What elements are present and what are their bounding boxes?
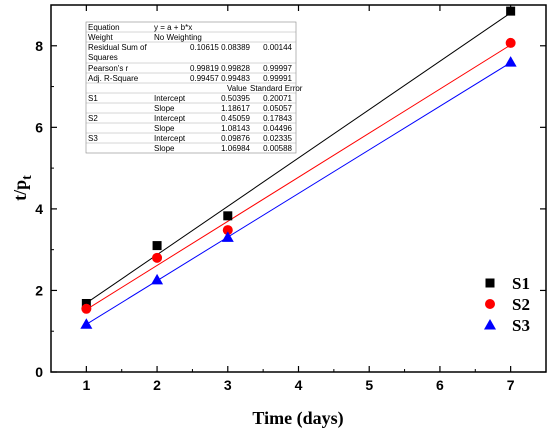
y-tick-label: 0 — [35, 364, 43, 380]
fit-line-S2 — [86, 44, 511, 310]
point-S2 — [81, 303, 92, 314]
point-S1 — [152, 241, 162, 251]
point-S2 — [222, 225, 233, 236]
stats-cell: 0.50395 — [221, 94, 250, 103]
point-S3 — [80, 318, 93, 329]
stats-cell: 1.06984 — [221, 144, 250, 153]
y-axis-title: t/pt — [10, 175, 35, 201]
x-tick-label: 6 — [436, 377, 444, 393]
stats-table: Equation y = a + b*x Weight No Weighting Res… — [85, 21, 303, 154]
point-S1 — [506, 6, 516, 16]
stats-cell: Intercept — [154, 134, 186, 143]
y-tick-label: 8 — [35, 38, 43, 54]
stats-cell: 0.45059 — [221, 114, 250, 123]
x-tick-label: 5 — [365, 377, 373, 393]
legend: S1 S2 S3 — [484, 274, 530, 335]
stats-cell: 1.08143 — [221, 124, 250, 133]
stats-cell: 0.99457 0.99483 — [190, 74, 251, 83]
stats-cell: Intercept — [154, 94, 186, 103]
stats-cell: 0.00144 — [263, 43, 292, 52]
y-tick-label: 2 — [35, 282, 43, 298]
stats-cell: 0.20071 — [263, 94, 292, 103]
x-tick-label: 4 — [295, 377, 303, 393]
y-axis-title-main: t/p — [10, 180, 30, 201]
stats-cell: Pearson's r — [88, 64, 129, 73]
markers — [80, 6, 517, 329]
point-S1 — [81, 298, 91, 308]
stats-cell: Adj. R-Square — [88, 74, 139, 83]
point-S3 — [151, 273, 164, 285]
stats-cell: 0.00588 — [263, 144, 292, 153]
stats-cell-line: Squares — [88, 53, 118, 62]
stats-cell: 0.05057 — [263, 104, 292, 113]
stats-cell: S1 — [88, 94, 98, 103]
legend-marker-S1 — [485, 278, 495, 288]
axis-ticks: 1 2 3 4 5 6 7 0 2 4 6 8 — [35, 5, 546, 393]
stats-cell-line: Residual Sum of — [88, 43, 147, 52]
legend-marker-S2 — [485, 299, 495, 309]
stats-cell: S2 — [88, 114, 98, 123]
stats-cell: Weight — [88, 33, 114, 42]
y-tick-label: 4 — [35, 201, 43, 217]
stats-cell: 0.10615 0.08389 — [190, 43, 251, 52]
stats-cell: Slope — [154, 144, 175, 153]
x-tick-label: 1 — [82, 377, 90, 393]
stats-cell: 0.99997 — [263, 64, 292, 73]
x-axis-title: Time (days) — [252, 408, 343, 429]
legend-marker-S3 — [484, 319, 496, 330]
point-S1 — [223, 211, 233, 221]
stats-cell: Standard Error — [250, 84, 303, 93]
point-S2 — [152, 252, 163, 263]
stats-cell: y = a + b*x — [154, 23, 192, 32]
stats-cell: Equation — [88, 23, 120, 32]
stats-cell: Slope — [154, 124, 175, 133]
x-tick-label: 3 — [224, 377, 232, 393]
stats-table-frame — [85, 21, 297, 154]
stats-cell: S3 — [88, 134, 98, 143]
x-tick-label: 7 — [507, 377, 515, 393]
stats-cell: 0.02335 — [263, 134, 292, 143]
stats-cell: No Weighting — [154, 33, 202, 42]
stats-cell: Value — [227, 84, 247, 93]
legend-label-S1: S1 — [512, 274, 530, 293]
stats-cell: Slope — [154, 104, 175, 113]
point-S3 — [221, 231, 234, 242]
stats-cell: 0.99819 0.99828 — [190, 64, 251, 73]
stats-cell: 0.99991 — [263, 74, 292, 83]
stats-cell: 0.04496 — [263, 124, 292, 133]
y-axis-title-sub: t — [20, 175, 35, 180]
y-tick-label: 6 — [35, 119, 43, 135]
stats-cell: Residual Sum of Squares — [88, 43, 147, 62]
stats-cell: 0.09876 — [221, 134, 250, 143]
svg-text:t/pt: t/pt — [10, 175, 35, 201]
x-tick-label: 2 — [153, 377, 161, 393]
point-S2 — [505, 37, 516, 48]
stats-cell: 1.18617 — [221, 104, 250, 113]
stats-cell: 0.17843 — [263, 114, 292, 123]
stats-cell: Intercept — [154, 114, 186, 123]
legend-label-S3: S3 — [512, 316, 530, 335]
legend-label-S2: S2 — [512, 295, 530, 314]
point-S3 — [504, 56, 517, 67]
